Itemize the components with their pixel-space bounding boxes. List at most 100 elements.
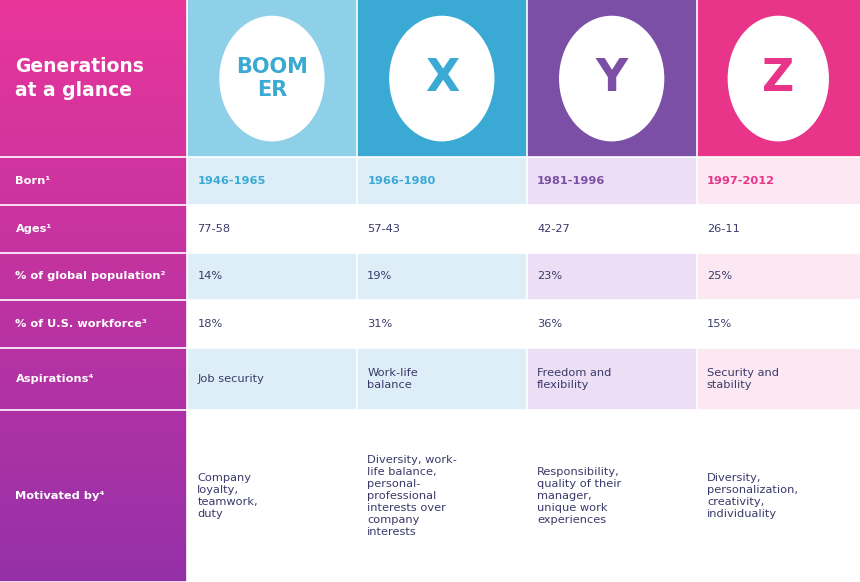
- Text: Ages¹: Ages¹: [15, 223, 52, 234]
- Bar: [0, 331, 187, 335]
- Bar: [0, 375, 187, 378]
- Text: Diversity,
personalization,
creativity,
individuality: Diversity, personalization, creativity, …: [707, 473, 798, 519]
- Bar: [0, 564, 187, 567]
- Text: % of global population²: % of global population²: [15, 271, 166, 282]
- Bar: [0, 421, 187, 425]
- Bar: [0, 340, 187, 343]
- Bar: [526, 253, 697, 300]
- Bar: [187, 300, 357, 348]
- Bar: [0, 165, 187, 169]
- Bar: [0, 450, 187, 454]
- Bar: [0, 81, 187, 84]
- Bar: [0, 465, 187, 469]
- Bar: [0, 357, 187, 361]
- Bar: [0, 276, 187, 279]
- Bar: [0, 119, 187, 122]
- Bar: [0, 296, 187, 300]
- Bar: [0, 573, 187, 576]
- Bar: [0, 480, 187, 483]
- Bar: [0, 218, 187, 221]
- Bar: [0, 523, 187, 527]
- Bar: [0, 320, 187, 323]
- Bar: [0, 78, 187, 81]
- Bar: [0, 148, 187, 151]
- Bar: [357, 157, 526, 205]
- Bar: [0, 241, 187, 244]
- Text: X: X: [425, 57, 459, 100]
- Bar: [0, 459, 187, 463]
- Bar: [0, 238, 187, 242]
- Bar: [0, 130, 187, 134]
- Text: 23%: 23%: [537, 271, 562, 282]
- Bar: [0, 445, 187, 448]
- Bar: [0, 448, 187, 451]
- Bar: [0, 110, 187, 113]
- Bar: [0, 154, 187, 157]
- Bar: [0, 439, 187, 442]
- Bar: [357, 410, 526, 582]
- Bar: [0, 191, 187, 195]
- Bar: [0, 116, 187, 119]
- Bar: [0, 151, 187, 154]
- Bar: [0, 413, 187, 416]
- Bar: [0, 203, 187, 207]
- Bar: [0, 561, 187, 565]
- Bar: [0, 308, 187, 311]
- Bar: [0, 183, 187, 186]
- Bar: [0, 253, 187, 256]
- Bar: [526, 410, 697, 582]
- Bar: [0, 69, 187, 73]
- Text: 26-11: 26-11: [707, 223, 740, 234]
- Bar: [357, 205, 526, 253]
- Bar: [0, 354, 187, 358]
- Text: 42-27: 42-27: [537, 223, 570, 234]
- Bar: [357, 300, 526, 348]
- Bar: [0, 395, 187, 399]
- Bar: [0, 221, 187, 224]
- Text: Born¹: Born¹: [15, 176, 51, 186]
- Bar: [0, 229, 187, 233]
- Text: Freedom and
flexibility: Freedom and flexibility: [537, 368, 611, 390]
- Bar: [0, 558, 187, 562]
- Bar: [0, 136, 187, 140]
- Bar: [0, 349, 187, 352]
- Bar: [0, 194, 187, 198]
- Bar: [0, 392, 187, 396]
- Bar: [697, 0, 860, 157]
- Bar: [0, 93, 187, 96]
- Bar: [0, 579, 187, 582]
- Text: Z: Z: [762, 57, 795, 100]
- Bar: [0, 270, 187, 274]
- Bar: [0, 427, 187, 431]
- Bar: [0, 500, 187, 503]
- Bar: [0, 122, 187, 125]
- Bar: [0, 40, 187, 44]
- Bar: [0, 261, 187, 265]
- Text: 25%: 25%: [707, 271, 732, 282]
- Bar: [0, 401, 187, 404]
- Bar: [0, 430, 187, 434]
- Bar: [0, 488, 187, 492]
- Bar: [0, 410, 187, 413]
- Bar: [0, 55, 187, 58]
- Bar: [0, 290, 187, 294]
- Bar: [0, 384, 187, 387]
- Bar: [0, 322, 187, 326]
- Bar: [0, 418, 187, 422]
- Bar: [0, 552, 187, 556]
- Text: 1946-1965: 1946-1965: [198, 176, 266, 186]
- Text: Generations
at a glance: Generations at a glance: [15, 57, 144, 100]
- Bar: [0, 546, 187, 550]
- Bar: [187, 0, 357, 157]
- Bar: [0, 84, 187, 87]
- Bar: [0, 485, 187, 489]
- Bar: [0, 302, 187, 306]
- Bar: [0, 34, 187, 38]
- Bar: [0, 311, 187, 314]
- Bar: [0, 497, 187, 501]
- Text: 77-58: 77-58: [198, 223, 230, 234]
- Ellipse shape: [219, 16, 324, 141]
- Ellipse shape: [559, 16, 664, 141]
- Bar: [0, 58, 187, 61]
- Bar: [0, 343, 187, 346]
